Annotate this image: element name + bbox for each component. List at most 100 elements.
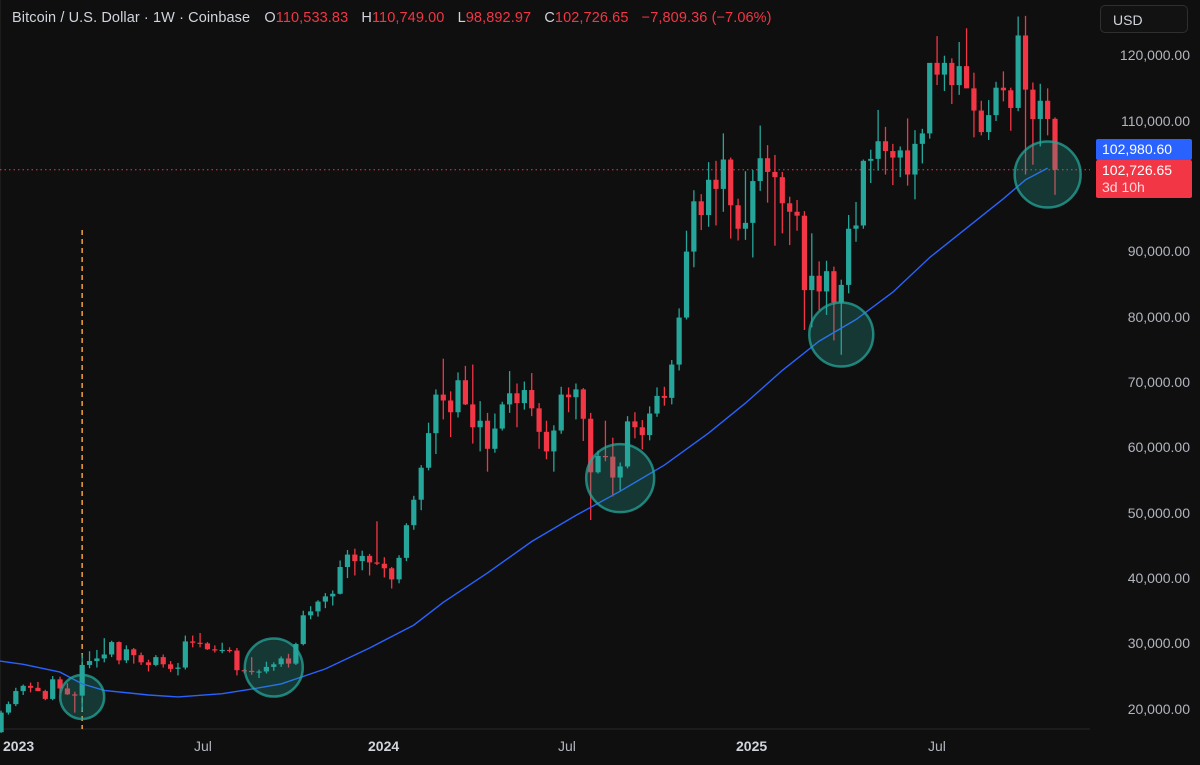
time-tick: Jul: [558, 738, 576, 754]
candle-body: [79, 664, 85, 696]
candle-body: [720, 159, 726, 189]
candle-body: [182, 641, 188, 668]
candle-body: [425, 433, 432, 468]
candle-body: [337, 566, 343, 594]
candle-body: [1030, 89, 1036, 120]
candle-body: [573, 389, 579, 398]
candle-body: [779, 177, 785, 204]
currency-button[interactable]: USD: [1100, 5, 1188, 33]
candle-body: [168, 664, 174, 669]
candle-body: [927, 62, 933, 134]
candle-body: [123, 649, 129, 661]
symbol-title: Bitcoin / U.S. Dollar · 1W · Coinbase: [12, 10, 251, 26]
candle-body: [551, 430, 557, 452]
candle-body: [963, 66, 970, 89]
candle-body: [315, 601, 321, 612]
candle-body: [411, 499, 417, 526]
highlight-circle: [243, 637, 305, 698]
candle-body: [698, 201, 704, 216]
candle-body: [1037, 100, 1043, 120]
candle-body: [499, 404, 505, 429]
price-tick: 30,000.00: [1127, 635, 1190, 651]
candle-body: [1052, 118, 1058, 170]
candle-body: [322, 596, 328, 602]
candle-body: [742, 222, 749, 229]
time-tick: 2024: [368, 738, 400, 754]
low-label: L: [457, 10, 466, 26]
candle-body: [418, 467, 424, 500]
candle-body: [109, 642, 115, 655]
candle-body: [728, 159, 734, 206]
candle-body: [160, 657, 166, 665]
candle-body: [145, 662, 152, 665]
candle-body: [13, 691, 19, 705]
candle-body: [809, 275, 815, 291]
candle-body: [138, 655, 144, 663]
candle-body: [529, 390, 535, 409]
candle-body: [293, 644, 299, 664]
candle-body: [558, 394, 564, 431]
change-value: −7,809.36 (−7.06%): [641, 10, 772, 26]
candle-body: [978, 110, 984, 133]
candle-body: [713, 179, 719, 189]
candle-body: [941, 62, 948, 75]
highlight-circle: [808, 301, 875, 368]
candle-body: [735, 205, 741, 229]
candle-body: [285, 658, 292, 664]
price-tick: 90,000.00: [1127, 243, 1190, 259]
candle-body: [971, 88, 977, 111]
price-axis-bg: [1090, 0, 1200, 765]
candle-body: [823, 271, 830, 292]
low-value: 98,892.97: [465, 10, 532, 26]
open-label: O: [264, 10, 276, 26]
candle-body: [101, 654, 107, 659]
candle-body: [212, 649, 218, 651]
candle-body: [565, 394, 572, 398]
candle-body: [86, 661, 93, 665]
highlight-circle: [1013, 140, 1082, 209]
candle-body: [993, 87, 999, 116]
ohlc-legend: Bitcoin / U.S. Dollar · 1W · Coinbase O1…: [12, 10, 781, 26]
candle-body: [831, 271, 837, 303]
price-tick: 40,000.00: [1127, 570, 1190, 586]
candle-body: [934, 62, 940, 75]
candle-body: [1000, 87, 1007, 91]
candle-body: [94, 658, 100, 662]
candle-body: [455, 380, 461, 413]
price-tick: 70,000.00: [1127, 374, 1190, 390]
candle-body: [278, 658, 284, 665]
candle-body: [308, 611, 314, 616]
candle-body: [153, 657, 159, 665]
candle-body: [890, 151, 896, 158]
candle-body: [661, 395, 667, 398]
candle-body: [50, 679, 56, 699]
highlight-circle: [584, 442, 656, 514]
candle-body: [35, 687, 41, 692]
candle-body: [433, 394, 439, 434]
candle-body: [300, 615, 306, 645]
candle-body: [72, 694, 78, 696]
candle-body: [794, 211, 800, 216]
candle-body: [234, 650, 240, 671]
candle-body: [5, 704, 12, 713]
candle-body: [602, 455, 609, 458]
price-tick: 110,000.00: [1120, 113, 1190, 129]
candle-body: [816, 275, 822, 292]
candle-body: [263, 666, 270, 672]
candle-body: [381, 563, 387, 569]
candle-body: [588, 418, 594, 473]
candle-body: [190, 641, 196, 643]
bar-countdown: 3d 10h: [1102, 179, 1145, 195]
high-label: H: [361, 10, 372, 26]
last-price-value: 102,726.65: [1102, 162, 1173, 178]
candle-body: [1045, 100, 1051, 120]
candle-body: [448, 400, 454, 413]
candle-body: [197, 642, 203, 644]
candle-body: [860, 160, 866, 226]
candle-body: [683, 251, 690, 318]
price-tick: 120,000.00: [1119, 47, 1190, 63]
price-tick: 20,000.00: [1127, 701, 1190, 717]
candle-body: [897, 150, 903, 158]
candle-body: [654, 395, 660, 414]
